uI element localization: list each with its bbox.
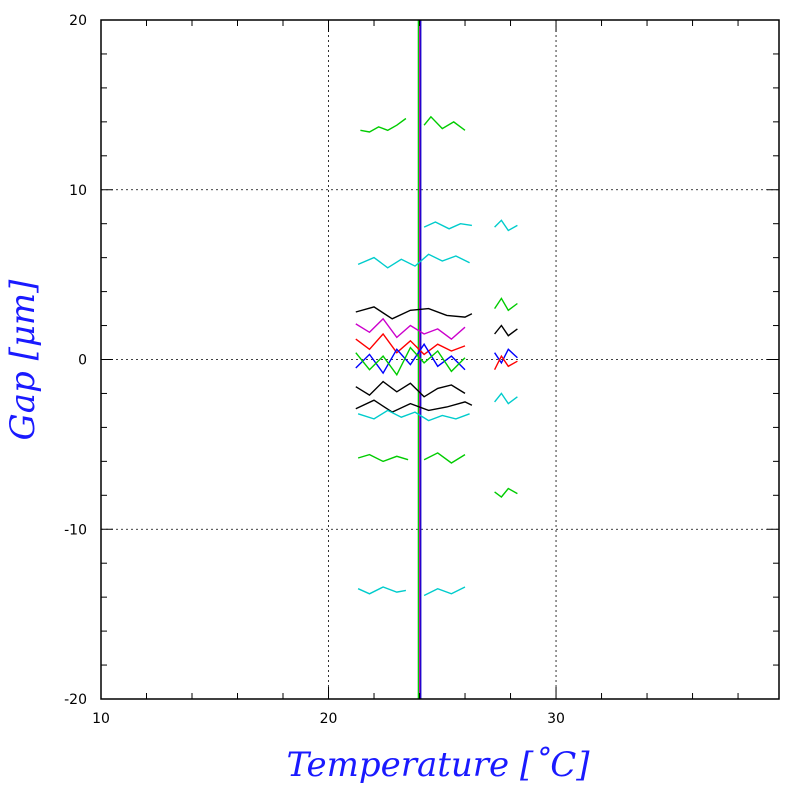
tick-labels: 10 20 30 -20 -10 0 10 20 <box>64 13 565 727</box>
y-tick-label: 0 <box>78 353 87 369</box>
series-line <box>423 586 466 597</box>
axis-ticks <box>100 19 779 700</box>
series-line <box>357 409 470 422</box>
series-line <box>355 332 466 356</box>
series-line <box>494 487 518 498</box>
series-line <box>357 586 407 595</box>
series-line <box>355 380 466 398</box>
series-line <box>423 452 466 464</box>
series-line <box>494 297 518 312</box>
x-tick-label: 30 <box>547 711 565 727</box>
x-tick-label: 20 <box>320 711 338 727</box>
grid <box>101 20 779 699</box>
series-line <box>355 317 466 340</box>
x-axis-title: Temperature [˚C] <box>286 745 590 785</box>
x-tick-label: 10 <box>92 711 110 727</box>
series-line <box>494 348 518 365</box>
y-tick-label: -10 <box>64 522 87 538</box>
series-line <box>355 342 466 375</box>
series-line <box>423 221 473 230</box>
series-line <box>355 346 466 377</box>
plot-series <box>355 20 518 699</box>
series-line <box>494 219 518 232</box>
series-line <box>360 117 407 133</box>
series-line <box>357 253 470 269</box>
series-line <box>357 453 409 463</box>
series-line <box>423 115 466 131</box>
series-line <box>355 306 473 320</box>
series-line <box>494 324 518 337</box>
series-line <box>494 392 518 405</box>
y-tick-label: 20 <box>69 13 87 29</box>
series-line <box>493 354 518 371</box>
y-axis-title: Gap [μm] <box>3 279 43 441</box>
y-tick-label: 10 <box>69 183 87 199</box>
y-tick-label: -20 <box>64 692 87 708</box>
series-line <box>355 399 473 413</box>
